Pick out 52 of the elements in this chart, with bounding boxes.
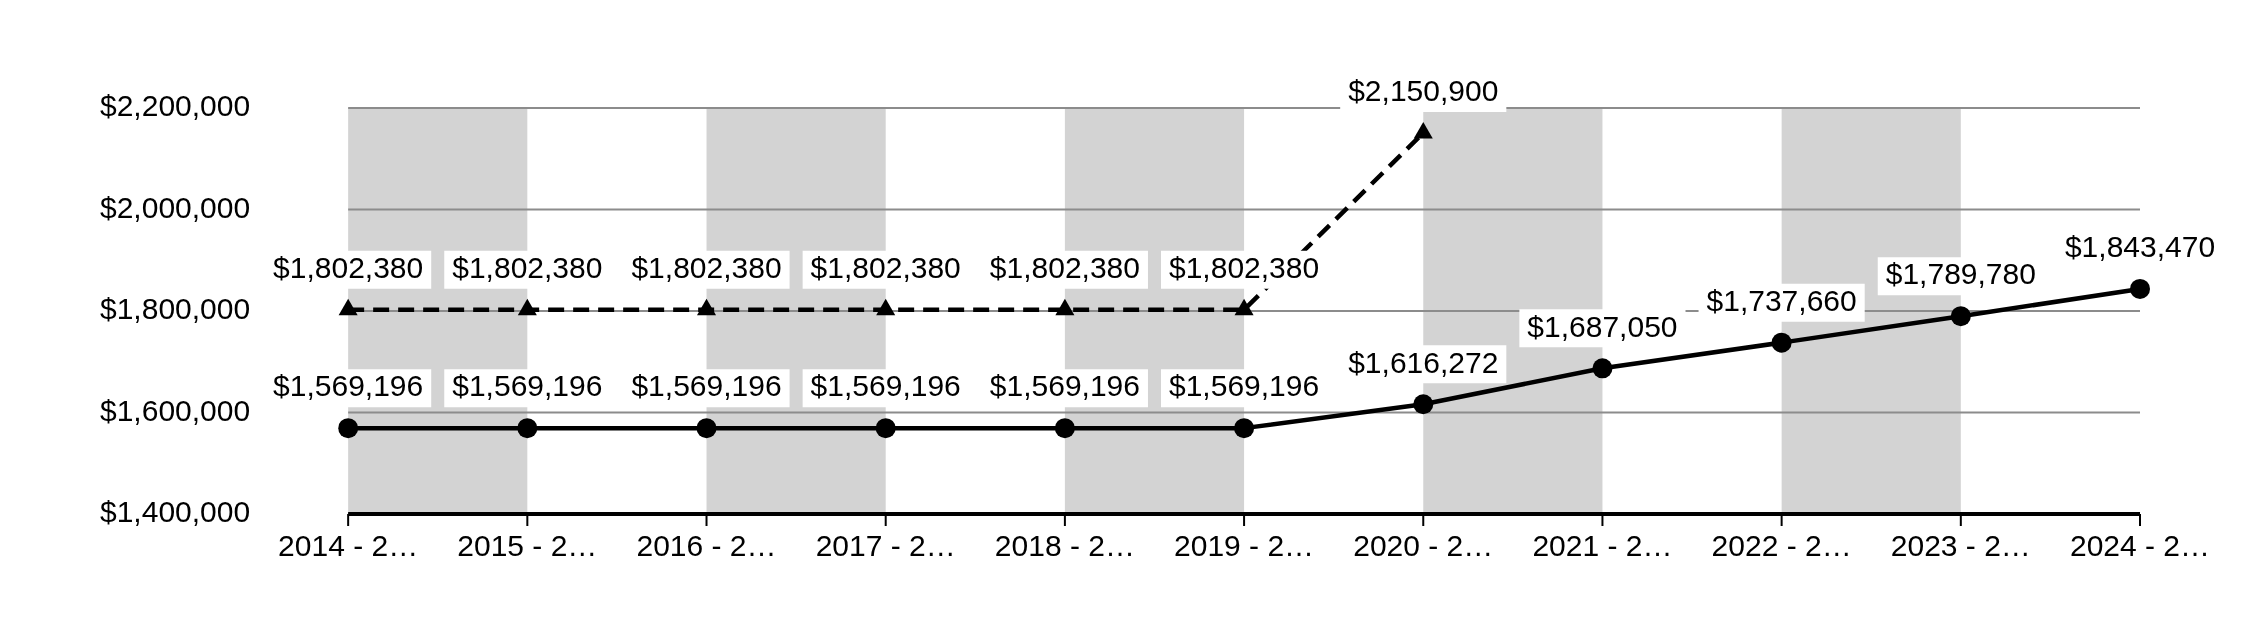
data-label: $1,569,196 — [989, 369, 1140, 403]
point — [875, 418, 896, 439]
data-label: $1,737,660 — [1706, 283, 1857, 317]
point — [1413, 394, 1434, 415]
point — [1413, 121, 1433, 139]
point — [2130, 278, 2150, 299]
x-tick-label: 2015 - 2… — [457, 529, 598, 563]
data-label: $1,802,380 — [273, 251, 424, 285]
data-label: $1,802,380 — [452, 251, 603, 285]
point — [1950, 306, 1971, 327]
data-label: $1,802,380 — [810, 251, 961, 285]
data-label: $1,569,196 — [452, 369, 603, 403]
x-tick-label: 2016 - 2… — [636, 529, 777, 563]
data-label: $1,569,196 — [1169, 369, 1320, 403]
x-tick-label: 2024 - 2… — [2069, 529, 2211, 563]
y-tick-label: $1,800,000 — [99, 292, 251, 326]
x-tick-label: 2023 - 2… — [1890, 529, 2031, 563]
x-tick-label: 2018 - 2… — [994, 529, 1135, 563]
point — [517, 298, 537, 316]
point — [1234, 298, 1254, 316]
x-tick-label: 2017 - 2… — [815, 529, 956, 563]
data-label: $1,843,470 — [2064, 230, 2216, 264]
point — [1234, 418, 1255, 439]
data-label: $1,569,196 — [810, 369, 961, 403]
point — [1771, 332, 1792, 353]
data-label: $1,569,196 — [631, 369, 782, 403]
data-label: $1,802,380 — [631, 251, 782, 285]
y-tick-label: $1,600,000 — [99, 393, 251, 427]
x-tick-label: 2020 - 2… — [1353, 529, 1494, 563]
data-label: $1,616,272 — [1348, 345, 1499, 379]
y-tick-label: $2,000,000 — [99, 190, 251, 224]
y-tick-label: $1,400,000 — [99, 495, 251, 529]
point — [338, 298, 358, 316]
x-tick-label: 2021 - 2… — [1532, 529, 1673, 563]
x-tick-label: 2014 - 2… — [278, 529, 419, 563]
data-label: $1,802,380 — [989, 251, 1140, 285]
data-label: $1,687,050 — [1527, 309, 1678, 343]
point — [696, 418, 717, 439]
data-label: $1,802,380 — [1169, 251, 1320, 285]
point — [1055, 298, 1075, 316]
point — [1054, 418, 1075, 439]
point — [1592, 358, 1613, 379]
x-tick-label: 2022 - 2… — [1711, 529, 1852, 563]
data-label: $1,569,196 — [273, 369, 424, 403]
point — [876, 298, 896, 316]
x-tick-label: 2019 - 2… — [1174, 529, 1315, 563]
point — [338, 418, 359, 439]
point — [696, 298, 717, 316]
data-label: $1,789,780 — [1885, 257, 2036, 291]
point — [517, 418, 538, 439]
y-tick-label: $2,200,000 — [99, 89, 251, 123]
data-label: $2,150,900 — [1348, 74, 1499, 108]
